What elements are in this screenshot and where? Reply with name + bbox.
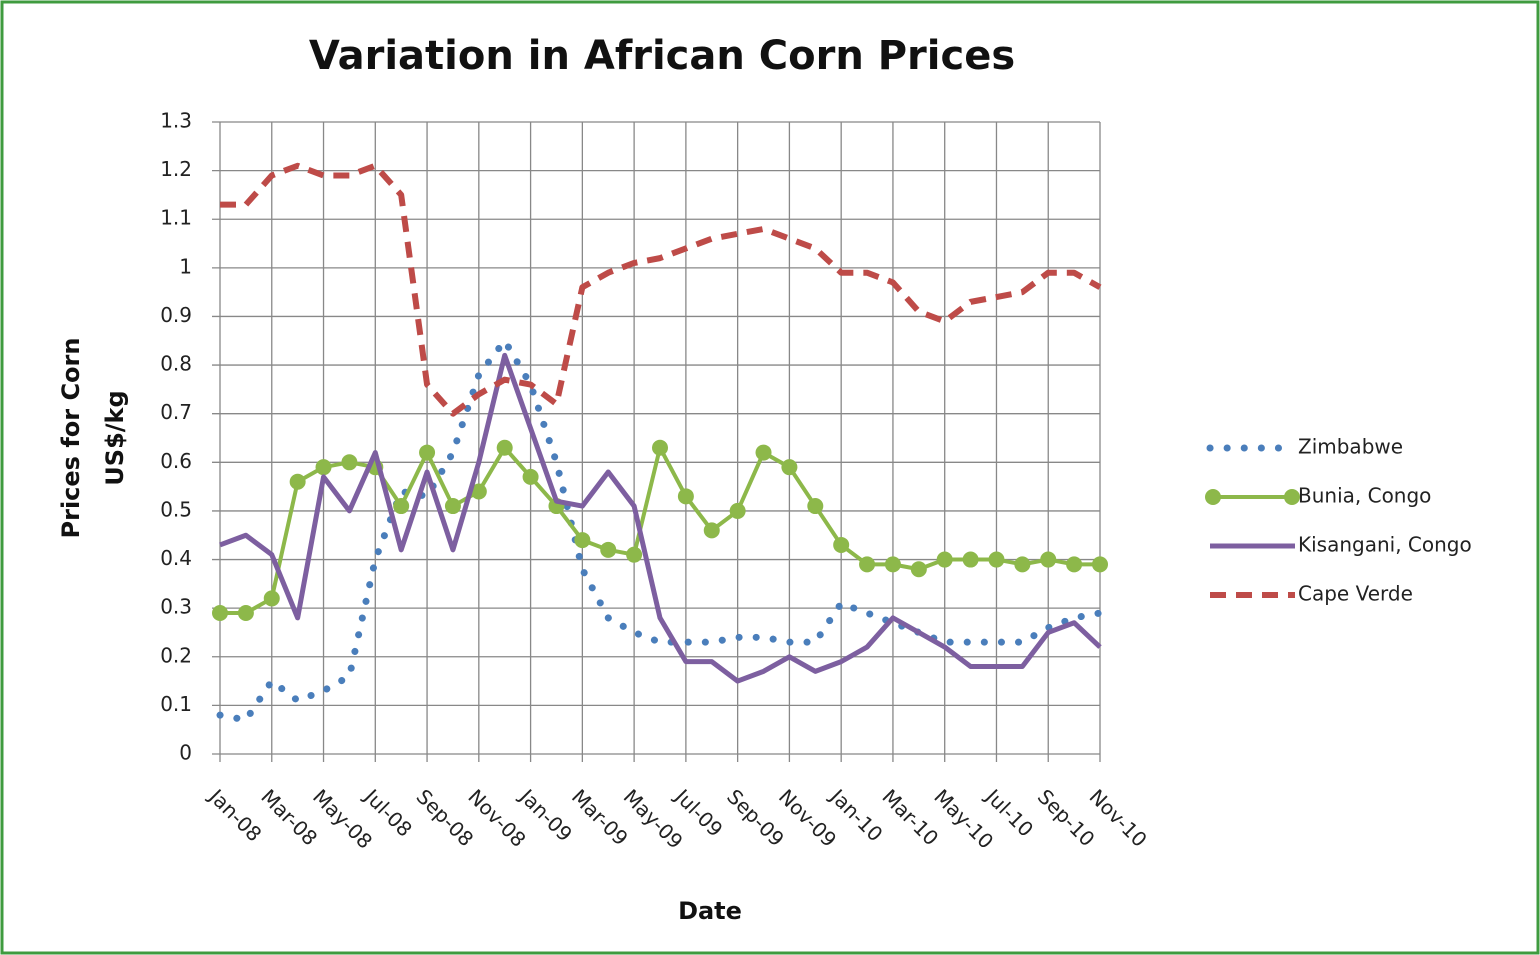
chart-title: Variation in African Corn Prices [309,33,1015,79]
data-point [263,590,280,607]
data-point [988,551,1005,568]
x-axis-title: Date [678,897,742,925]
legend-label: Kisangani, Congo [1298,533,1472,557]
data-point [833,536,850,553]
data-point [444,498,461,515]
data-point [626,546,643,563]
legend-marker [1284,489,1300,505]
data-point [341,454,358,471]
data-point [237,605,254,622]
data-point [522,468,539,485]
y-tick-label: 0.5 [160,497,192,521]
data-point [884,556,901,573]
y-tick-label: 0.2 [160,643,192,667]
y-tick-label: 1 [179,254,192,278]
series-line [216,337,1104,724]
data-point [574,532,591,549]
data-point [212,605,228,622]
y-tick-label: 0.6 [160,449,192,473]
series-line [220,162,1102,417]
y-tick-label: 0 [179,741,192,765]
data-point [729,502,746,519]
y-axis-title-line: Prices for Corn [57,338,85,539]
y-tick-label: 0.3 [160,595,192,619]
data-point [1092,556,1108,573]
legend-label: Zimbabwe [1298,435,1403,459]
data-point [315,459,332,476]
data-point [470,483,487,500]
data-point [393,498,410,515]
data-point [600,541,617,558]
y-tick-label: 0.9 [160,303,192,327]
legend-marker [1205,489,1221,505]
data-point [496,439,513,456]
y-tick-label: 1.1 [160,206,192,230]
y-tick-label: 0.4 [160,546,192,570]
data-point [1040,551,1057,568]
data-point [677,488,694,505]
data-point [910,561,927,578]
y-tick-label: 0.7 [160,400,192,424]
y-tick-label: 1.2 [160,157,192,181]
y-axis-title-line: US$/kg [101,390,129,485]
series-line [219,352,1102,684]
legend-label: Cape Verde [1298,582,1413,606]
y-tick-label: 1.3 [160,109,192,133]
data-point [1014,556,1031,573]
data-point [289,473,306,490]
data-point [781,459,798,476]
y-tick-label: 0.8 [160,352,192,376]
y-tick-label: 0.1 [160,692,192,716]
legend-label: Bunia, Congo [1298,484,1431,508]
data-point [652,439,668,456]
data-point [755,444,772,461]
data-point [859,556,876,573]
data-point [962,551,979,568]
y-axis-title: Prices for Corn US$/kg [57,338,129,539]
data-point [936,551,953,568]
data-point [703,522,720,539]
data-point [1066,556,1083,573]
data-point [807,498,824,515]
data-point [419,444,436,461]
